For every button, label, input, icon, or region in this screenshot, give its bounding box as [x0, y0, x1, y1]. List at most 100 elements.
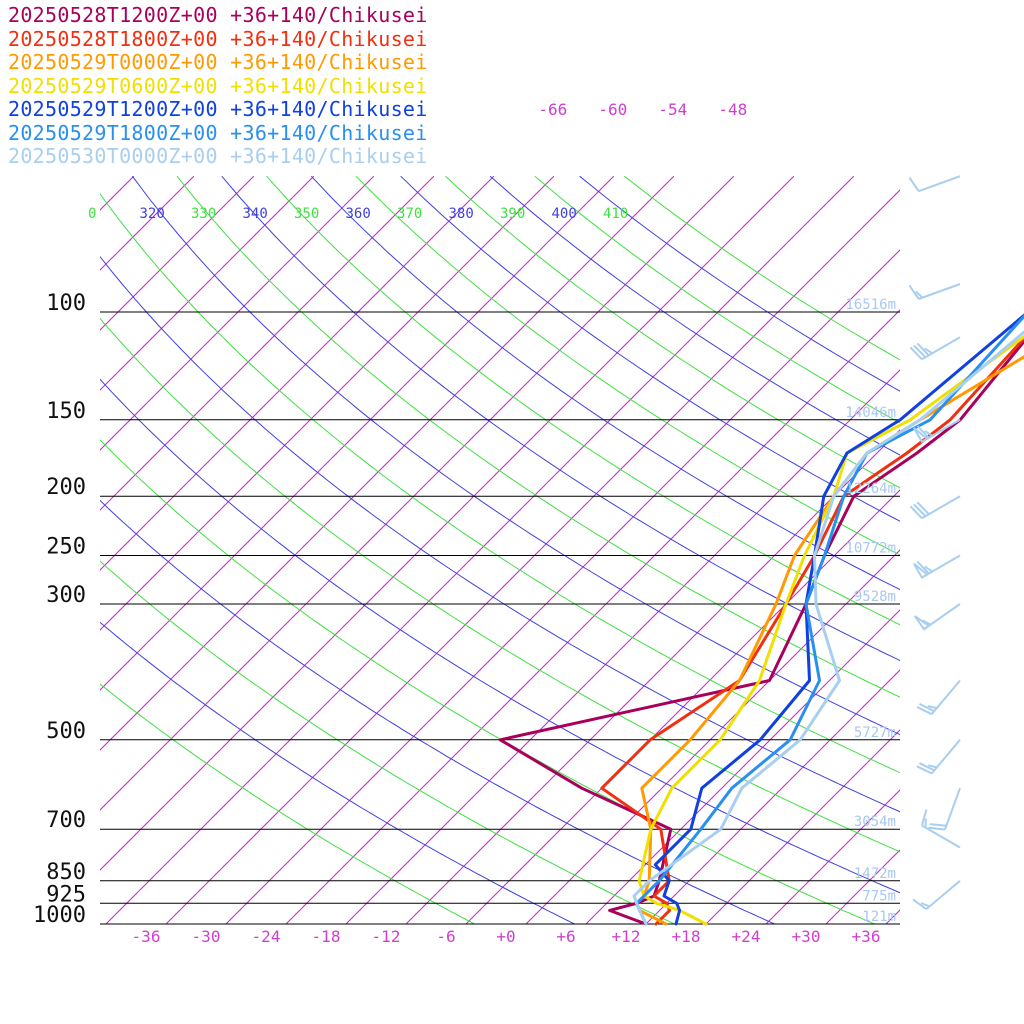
wind-barb-feather [908, 177, 920, 192]
isotherm-grid [0, 175, 900, 924]
wind-barb-feather [916, 501, 930, 515]
isotherm-line [100, 175, 495, 571]
height-label: 12264m [845, 481, 896, 497]
theta-tick-label: 330 [191, 206, 216, 222]
height-label: 9528m [854, 589, 896, 605]
wind-barb-feather [924, 818, 927, 828]
theta-tick-label: 320 [140, 206, 165, 222]
dry-adiabat-line [100, 255, 900, 813]
temperature-tick-label: +6 [556, 927, 575, 946]
wind-barb-feather [916, 425, 930, 439]
wind-barb [913, 554, 961, 579]
pressure-label: 700 [46, 808, 86, 833]
pressure-label: 100 [46, 291, 86, 316]
wind-barb-shaft [944, 787, 961, 830]
wind-barb-flag [913, 427, 929, 444]
wind-barb-feather [919, 762, 935, 772]
isotherm-line [100, 175, 195, 271]
theta-tick-label: 380 [449, 206, 474, 222]
legend-entry: 20250529T1800Z+00 +36+140/Chikusei [8, 120, 428, 145]
height-label: 775m [862, 888, 896, 904]
isotherm-line [100, 175, 255, 331]
dry-adiabat-line [100, 499, 775, 924]
wind-barb [920, 809, 961, 849]
isotherm-line [525, 549, 900, 924]
theta-tick-label: 390 [500, 206, 525, 222]
height-label: 16516m [845, 297, 896, 313]
dry-adiabat-line [100, 317, 900, 853]
temperature-tick-label: +24 [732, 927, 761, 946]
height-label: 14046m [845, 405, 896, 421]
legend: 20250528T1200Z+00 +36+140/Chikusei 202505… [8, 3, 428, 169]
temperature-tick-label: -30 [192, 927, 221, 946]
legend-entry: 20250529T0000Z+00 +36+140/Chikusei [8, 50, 428, 74]
wind-barb-feather [928, 826, 946, 831]
height-label: 5727m [854, 725, 896, 741]
legend-entry: 20250530T0000Z+00 +36+140/Chikusei [8, 144, 428, 168]
legend-entry: 20250528T1800Z+00 +36+140/Chikusei [8, 26, 428, 51]
wind-barb-feather [913, 503, 927, 517]
wind-barb-feather [916, 765, 933, 775]
dry-adiabat-line [400, 175, 900, 522]
legend-entry: 20250529T1200Z+00 +36+140/Chikusei [8, 97, 428, 121]
height-label: 10772m [845, 541, 896, 557]
wind-barb-feather [929, 823, 947, 827]
isotherm-line [705, 729, 900, 924]
isotherm-line [165, 189, 900, 924]
wind-barb-shaft [918, 283, 961, 300]
temperature-profile-line [635, 314, 1024, 926]
wind-barb-flag [913, 615, 931, 631]
upper-temperature-tick-label: -66 [538, 100, 567, 119]
wind-barb-feather [924, 565, 933, 573]
isotherm-line [100, 175, 435, 511]
wind-barb-feather [915, 290, 924, 299]
wind-barb-shaft [918, 175, 961, 193]
theta-tick-label: 350 [294, 206, 319, 222]
pressure-label: 500 [46, 719, 86, 744]
temperature-profile-line [632, 330, 1024, 926]
isotherm-line [100, 175, 795, 871]
wind-barb-feather [927, 705, 938, 710]
wind-barb-feather [927, 764, 938, 769]
isotherm-line [465, 489, 900, 924]
isotherm-line [285, 309, 900, 924]
height-label: 3054m [854, 814, 896, 830]
dry-adiabat-line [100, 439, 875, 924]
temperature-tick-label: +36 [852, 927, 881, 946]
upper-temperature-tick-label: -48 [718, 100, 747, 119]
isotherm-line [585, 609, 900, 924]
wind-barb [908, 175, 961, 193]
theta-tick-label: 340 [243, 206, 268, 222]
temperature-profile-line [498, 339, 1024, 926]
theta-tick-label: 360 [346, 206, 371, 222]
wind-barb-shaft [925, 880, 961, 910]
pressure-label: 925 [46, 882, 86, 907]
wind-barb [909, 495, 961, 520]
wind-barb-feather [922, 619, 931, 626]
dry-adiabat-line [100, 378, 900, 894]
wind-barb-feather [912, 898, 927, 910]
isotherm-line [105, 175, 855, 924]
axis-labels: 100 16516m 150 14046m 200 12264m 250 10772m 300 9… [33, 100, 896, 946]
wind-barb [912, 880, 961, 910]
isotherm-line [345, 369, 900, 924]
wind-barb-shaft [930, 679, 961, 715]
temperature-profile-line [637, 334, 1024, 926]
wind-barb [913, 418, 961, 444]
isobar-grid [100, 311, 900, 925]
isotherm-line [100, 175, 615, 691]
isotherm-line [405, 429, 900, 924]
isotherm-line [100, 175, 735, 811]
pressure-label: 1000 [33, 903, 86, 928]
isotherm-line [0, 176, 14, 924]
pressure-label: 850 [46, 860, 86, 885]
legend-entry: 20250529T0600Z+00 +36+140/Chikusei [8, 73, 428, 98]
height-label: 1472m [854, 866, 896, 882]
temperature-tick-label: -6 [436, 927, 455, 946]
wind-barb-feather [913, 344, 927, 358]
wind-barb-flag [913, 562, 929, 579]
isotherm-line [100, 175, 315, 391]
wind-barb-feather [920, 809, 928, 826]
theta-tick-label: 400 [552, 206, 577, 222]
